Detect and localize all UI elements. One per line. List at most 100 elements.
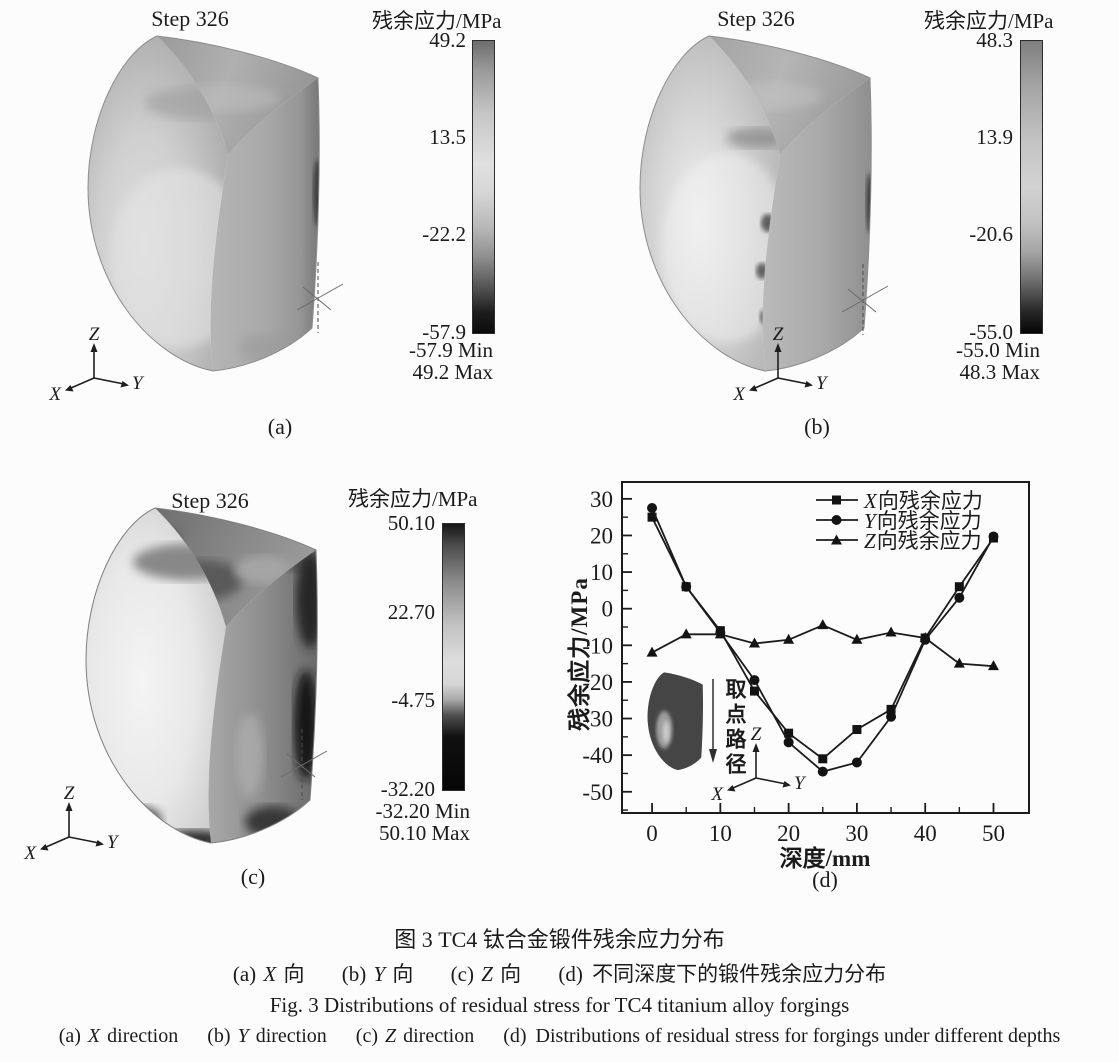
colorbar-b-title: 残余应力/MPa: [924, 9, 1054, 33]
colorbar-c-max-label: 50.10 Max: [379, 821, 470, 845]
axis-label-z: Z: [773, 326, 784, 345]
sampling-path-label: 取点路径: [723, 678, 747, 778]
marker-square: [886, 704, 896, 714]
colorbar-c-tick: -32.20: [380, 777, 435, 801]
marker-triangle: [851, 633, 863, 644]
marker-circle: [681, 581, 692, 592]
colorbar-a-title: 残余应力/MPa: [372, 9, 502, 33]
x-tick-label: 50: [982, 821, 1005, 846]
legend-item-z: Z向残余应力: [815, 529, 983, 553]
marker-triangle: [748, 637, 760, 648]
section-crosshair-icon: [296, 262, 344, 333]
legend-item-y: Y向残余应力: [815, 509, 983, 533]
y-tick-label: -10: [582, 633, 613, 658]
colorbar-b-min-label: -55.0 Min: [956, 338, 1040, 362]
marker-triangle: [919, 631, 931, 642]
legend-label: Z向残余应力: [864, 529, 982, 553]
axis-label-y: Y: [132, 373, 145, 394]
marker-triangle: [987, 660, 999, 671]
panel-b-label: (b): [804, 414, 830, 439]
colorbar-c-tick: -4.75: [391, 688, 435, 712]
marker-square: [784, 728, 794, 738]
legend-label: X向残余应力: [864, 489, 983, 513]
caption-zh-title: 图 3 TC4 钛合金锻件残余应力分布: [394, 927, 725, 952]
forging-contour-b: [639, 35, 872, 372]
y-tick-label: 10: [590, 560, 613, 585]
caption-zh-sub-d: (d) 不同深度下的锻件残余应力分布: [558, 962, 887, 986]
marker-circle: [988, 531, 999, 542]
section-crosshair-icon: [280, 729, 328, 800]
section-crosshair-icon: [841, 264, 889, 335]
marker-triangle: [646, 646, 658, 657]
caption-en-sub-d: (d) Distributions of residual stress for…: [503, 1025, 1061, 1047]
axis-label-z: Z: [64, 785, 75, 804]
legend-marker-square-icon: [816, 495, 858, 505]
marker-triangle: [885, 626, 897, 637]
inset-forging-thumbnail: [647, 672, 704, 771]
marker-circle: [783, 737, 794, 748]
y-tick-label: 0: [602, 597, 614, 622]
panel-c-step-title: Step 326: [171, 488, 249, 513]
axis-triad-a: Z Y X: [48, 326, 145, 402]
x-tick-label: 0: [646, 821, 658, 846]
legend-item-x: X向残余应力: [815, 489, 983, 513]
chart-frame: [621, 481, 1030, 814]
caption-en-title: Fig. 3 Distributions of residual stress …: [269, 993, 850, 1017]
legend-marker-circle-icon: [816, 515, 858, 525]
colorbar-a-tick: 49.2: [429, 28, 466, 52]
colorbar-b-tick: -20.6: [969, 222, 1013, 246]
panel-a-step-title: Step 326: [151, 6, 229, 31]
panel-c-label: (c): [240, 864, 266, 889]
caption-zh-sub-b: (b) Y 向: [341, 962, 414, 986]
colorbar-a-tick: 13.5: [429, 125, 466, 149]
caption-zh-sub-a: (a) X 向: [232, 962, 305, 986]
caption-zh-sub-c: (c) Z 向: [450, 962, 522, 986]
colorbar-b-tick: -55.0: [969, 320, 1013, 344]
colorbar-b-tick: 13.9: [976, 125, 1013, 149]
marker-square: [818, 754, 828, 764]
caption-en-sub-a: (a) X direction: [58, 1025, 179, 1047]
marker-triangle: [817, 619, 829, 630]
marker-circle: [851, 757, 862, 768]
chart-y-axis-label: 残余应力/MPa: [567, 577, 592, 731]
colorbar-b-tick: 48.3: [976, 28, 1013, 52]
axis-triad-c: Z Y X: [23, 785, 120, 861]
caption-zh-subitems: (a) X 向 (b) Y 向 (c) Z 向 (d) 不同深度下的锻件残余应力…: [0, 958, 1119, 988]
colorbar-a-max-label: 49.2 Max: [412, 360, 494, 384]
y-tick-label: -20: [582, 670, 613, 695]
marker-triangle: [680, 628, 692, 639]
colorbar-c-title: 残余应力/MPa: [348, 487, 478, 511]
caption-en-sub-c: (c) Z direction: [355, 1025, 475, 1047]
axis-triad-b: Z Y X: [732, 326, 829, 402]
marker-triangle: [714, 628, 726, 639]
x-tick-label: 20: [777, 821, 800, 846]
panel-d-label: (d): [812, 867, 838, 892]
y-tick-label: 30: [590, 487, 613, 512]
marker-square: [749, 686, 759, 696]
axis-triad-d: Z Y X: [710, 726, 807, 802]
colorbar-a-tick: -22.2: [422, 222, 466, 246]
y-tick-label: -40: [582, 743, 613, 768]
colorbar-a: 残余应力/MPa 49.2 13.5 -22.2 -57.9 -57.9 Min…: [330, 5, 502, 395]
colorbar-a-min-label: -57.9 Min: [409, 338, 493, 362]
panel-b-step-title: Step 326: [717, 6, 795, 31]
sampling-path-arrow-icon: [709, 679, 717, 763]
marker-circle: [886, 711, 897, 722]
axis-label-x: X: [732, 384, 746, 402]
axis-label-z: Z: [751, 726, 762, 745]
chart-plot: 0 10 20 30 40 50 30 20 10 0 -10 -20 -30 -40 -50: [582, 481, 1030, 846]
chart-x-axis-label: 深度/mm: [779, 846, 871, 871]
colorbar-a-tick: -57.9: [422, 320, 466, 344]
panel-a-label: (a): [267, 414, 293, 439]
y-tick-label: 20: [590, 523, 613, 548]
chart-legend: X向残余应力 Y向残余应力 Z向残余应力: [815, 489, 983, 553]
marker-circle: [749, 675, 760, 686]
legend-label: Y向残余应力: [864, 509, 982, 533]
x-tick-label: 40: [914, 821, 937, 846]
colorbar-b-max-label: 48.3 Max: [959, 360, 1041, 384]
forging-contour-a: [87, 35, 320, 372]
colorbar-c-tick: 22.70: [387, 600, 435, 624]
x-tick-label: 30: [845, 821, 868, 846]
legend-marker-triangle-icon: [816, 534, 858, 545]
